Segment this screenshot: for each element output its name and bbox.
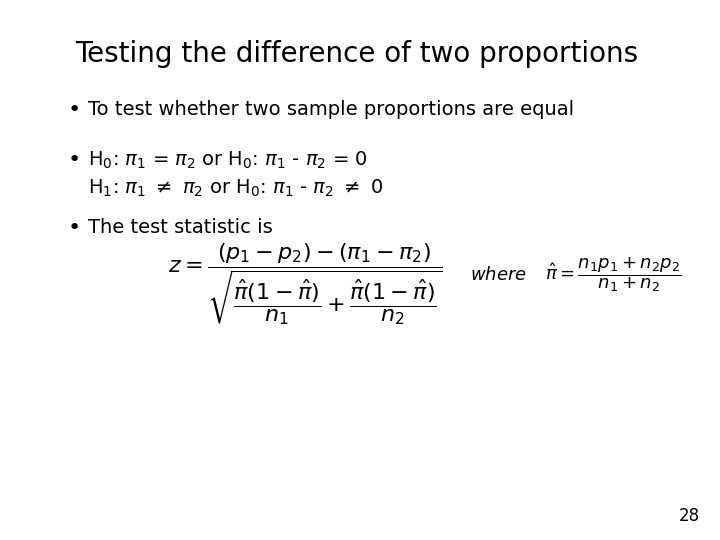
Text: H$_1$: $\pi_1$ $\neq$ $\pi_2$ or H$_0$: $\pi_1$ - $\pi_2$ $\neq$ 0: H$_1$: $\pi_1$ $\neq$ $\pi_2$ or H$_0$: … — [88, 178, 383, 199]
Text: $z = \dfrac{\left(p_1 - p_2\right) - \left(\pi_1 - \pi_2\right)}{\sqrt{\dfrac{\h: $z = \dfrac{\left(p_1 - p_2\right) - \le… — [168, 242, 442, 328]
Text: $\hat{\pi} = \dfrac{n_1 p_1 + n_2 p_2}{n_1 + n_2}$: $\hat{\pi} = \dfrac{n_1 p_1 + n_2 p_2}{n… — [545, 255, 682, 294]
Text: Testing the difference of two proportions: Testing the difference of two proportion… — [75, 40, 638, 68]
Text: •: • — [68, 218, 81, 238]
Text: To test whether two sample proportions are equal: To test whether two sample proportions a… — [88, 100, 574, 119]
Text: •: • — [68, 100, 81, 120]
Text: $\mathit{where}$: $\mathit{where}$ — [470, 266, 527, 284]
Text: 28: 28 — [679, 507, 700, 525]
Text: H$_0$: $\pi_1$ = $\pi_2$ or H$_0$: $\pi_1$ - $\pi_2$ = 0: H$_0$: $\pi_1$ = $\pi_2$ or H$_0$: $\pi_… — [88, 150, 368, 171]
Text: •: • — [68, 150, 81, 170]
Text: The test statistic is: The test statistic is — [88, 218, 273, 237]
